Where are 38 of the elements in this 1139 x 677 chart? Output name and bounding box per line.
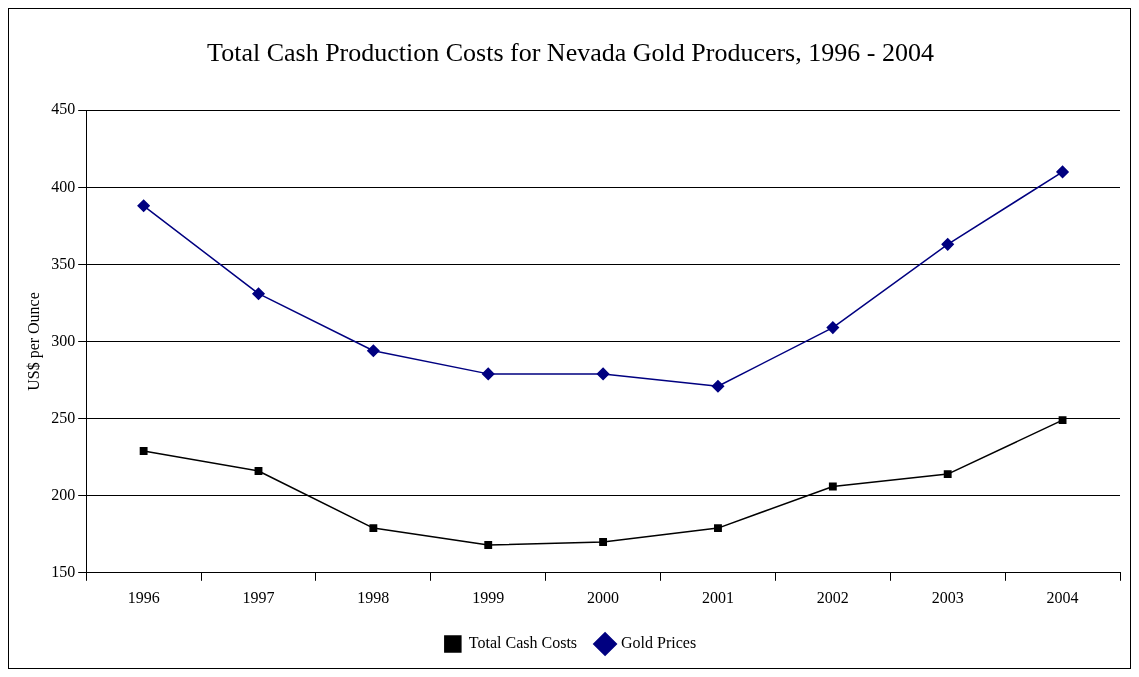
chart-title: Total Cash Production Costs for Nevada Gold Producers, 1996 - 2004 (207, 38, 934, 68)
point (139, 447, 148, 455)
y-axis-title: US$ per Ounce (24, 292, 43, 391)
point (367, 344, 380, 357)
x-tick-label: 2003 (931, 588, 964, 606)
legend-label: Total Cash Costs (468, 634, 578, 652)
x-tick-label: 2000 (587, 588, 620, 606)
y-tick-label: 350 (51, 254, 76, 272)
x-tick-label: 2001 (701, 588, 734, 606)
point (1058, 416, 1067, 425)
point (369, 524, 378, 533)
point (943, 470, 952, 479)
legend-label: Gold Prices (621, 634, 697, 652)
x-tick-label: 1998 (357, 588, 390, 606)
point (137, 199, 150, 213)
y-tick-label: 200 (51, 485, 76, 503)
x-tick-label: 1999 (472, 588, 505, 606)
x-tick-label: 1997 (242, 588, 275, 606)
point (599, 538, 608, 546)
y-tick-label: 250 (51, 408, 76, 426)
y-tick-label: 400 (51, 177, 76, 195)
point (941, 238, 954, 251)
y-tick-label: 150 (51, 563, 76, 580)
point (596, 367, 610, 381)
point (826, 321, 840, 334)
point (714, 524, 722, 533)
point (711, 379, 725, 393)
point (828, 482, 837, 491)
point (254, 467, 263, 475)
y-tick-label: 450 (51, 100, 76, 118)
point (252, 287, 265, 300)
x-tick-label: 2002 (816, 588, 849, 606)
x-tick-label: 1996 (127, 588, 160, 606)
point (481, 367, 495, 381)
x-tick-label: 2004 (1046, 588, 1079, 606)
point (484, 541, 493, 549)
point (1056, 165, 1069, 179)
y-tick-label: 300 (51, 331, 76, 349)
